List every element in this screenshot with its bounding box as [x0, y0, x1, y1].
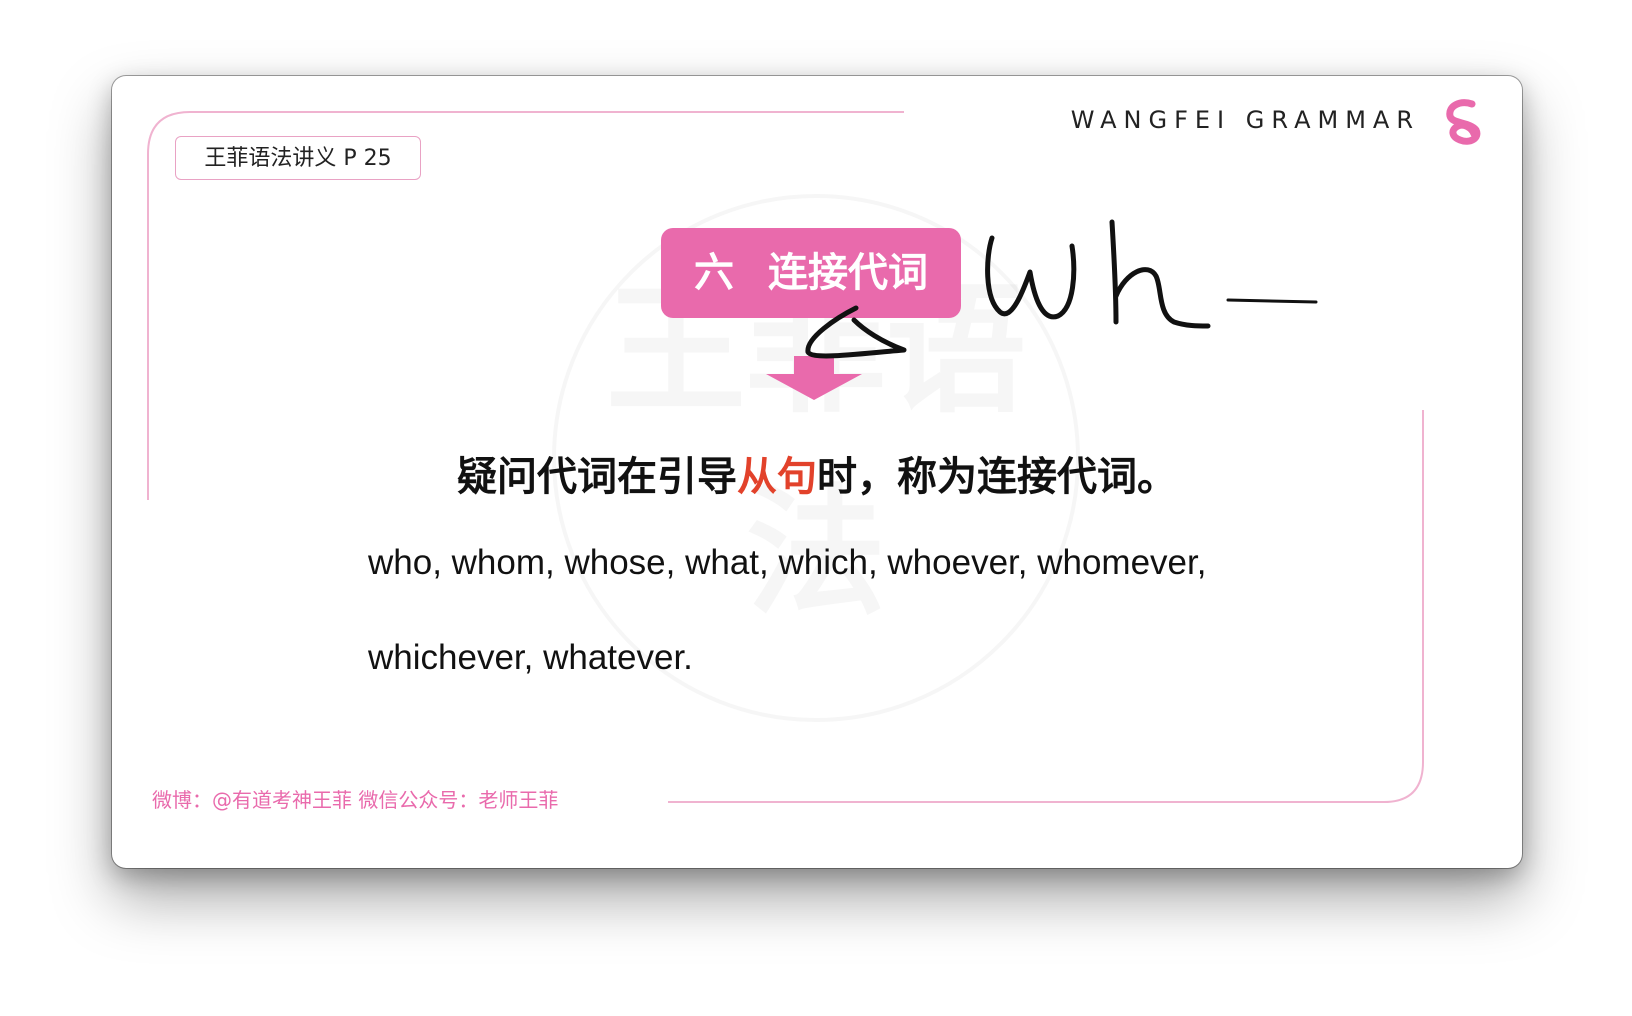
page-reference-badge: 王菲语法讲义 P 25: [175, 136, 421, 180]
definition-sentence: 疑问代词在引导从句时，称为连接代词。: [112, 444, 1522, 502]
footer-contact: 微博：@有道考神王菲 微信公众号：老师王菲: [152, 788, 559, 812]
slide-window: 王菲语法 WANGFEI GRAMMAR 王菲语法讲义 P 25 六 连接代词 …: [112, 76, 1522, 868]
slide-frame: [147, 111, 1424, 803]
pronoun-list-line-1: who, whom, whose, what, which, whoever, …: [368, 543, 1207, 582]
definition-text-after: 时，称为连接代词。: [817, 454, 1177, 500]
section-title: 六 连接代词: [661, 228, 961, 318]
definition-highlight: 从句: [737, 454, 817, 500]
definition-text-before: 疑问代词在引导: [457, 454, 737, 500]
brand-logo-icon: [1446, 99, 1481, 145]
pronoun-list-line-2: whichever, whatever.: [368, 638, 693, 677]
down-arrow-icon: [766, 356, 862, 400]
slide: 王菲语法 WANGFEI GRAMMAR 王菲语法讲义 P 25 六 连接代词 …: [112, 76, 1522, 868]
brand-name: WANGFEI GRAMMAR: [1070, 106, 1420, 134]
